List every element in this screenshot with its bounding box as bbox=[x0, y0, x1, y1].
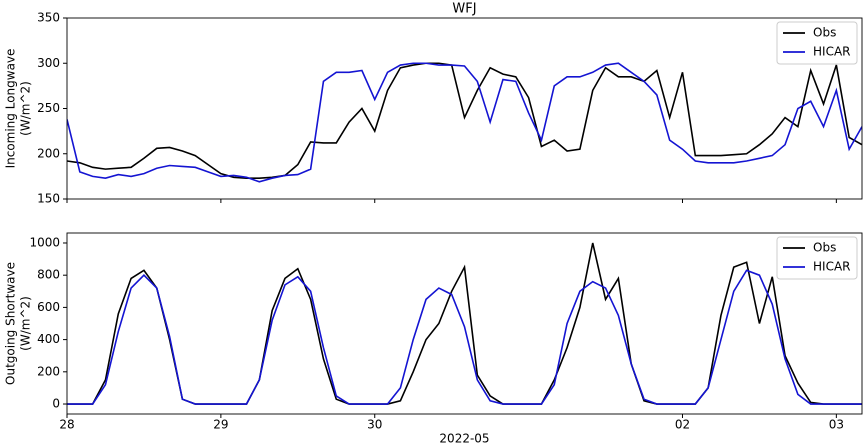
series-line bbox=[67, 242, 862, 405]
legend-label: Obs bbox=[813, 26, 836, 40]
y-tick-label: 200 bbox=[37, 364, 60, 378]
x-tick-label: 02 bbox=[675, 418, 690, 432]
chart-title: WFJ bbox=[452, 2, 476, 17]
y-tick-label: 400 bbox=[37, 332, 60, 346]
x-axis-label: 2022-05 bbox=[439, 432, 489, 445]
y-tick-label: 350 bbox=[37, 11, 60, 25]
x-tick-label: 29 bbox=[213, 418, 228, 432]
axes-frame bbox=[66, 17, 863, 200]
axes-frame bbox=[66, 232, 863, 415]
legend-label: HICAR bbox=[813, 45, 851, 59]
y-axis-label: (W/m^2) bbox=[19, 296, 33, 351]
x-tick-label: 30 bbox=[367, 418, 382, 432]
legend-label: Obs bbox=[813, 241, 836, 255]
y-tick-label: 300 bbox=[37, 56, 60, 70]
series-line bbox=[67, 62, 862, 179]
legend-label: HICAR bbox=[813, 260, 851, 274]
series-line bbox=[67, 269, 862, 405]
y-tick-label: 800 bbox=[37, 268, 60, 282]
y-tick-label: 1000 bbox=[29, 235, 60, 249]
y-tick-label: 200 bbox=[37, 146, 60, 160]
x-tick-label: 28 bbox=[59, 418, 74, 432]
y-axis-label: (W/m^2) bbox=[19, 81, 33, 136]
series-line bbox=[67, 62, 862, 183]
y-tick-label: 150 bbox=[37, 192, 60, 206]
y-tick-label: 250 bbox=[37, 101, 60, 115]
y-tick-label: 0 bbox=[52, 397, 60, 411]
y-axis-label: Incoming Longwave bbox=[4, 49, 18, 169]
y-axis-label: Outgoing Shortwave bbox=[4, 262, 18, 385]
y-tick-label: 600 bbox=[37, 300, 60, 314]
x-tick-label: 03 bbox=[829, 418, 844, 432]
